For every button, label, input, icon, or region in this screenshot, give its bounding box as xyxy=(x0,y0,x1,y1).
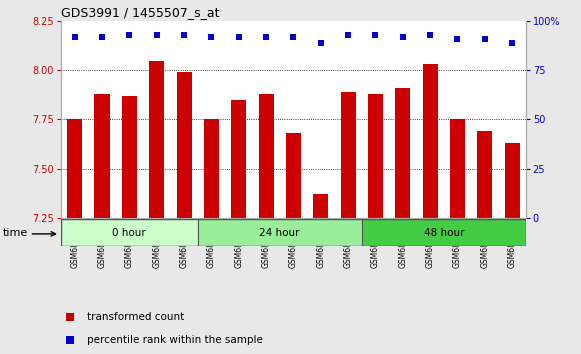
Text: time: time xyxy=(3,228,28,238)
Bar xyxy=(505,143,519,218)
Bar xyxy=(368,94,383,218)
Text: GDS3991 / 1455507_s_at: GDS3991 / 1455507_s_at xyxy=(61,6,220,19)
FancyBboxPatch shape xyxy=(61,219,198,246)
Bar xyxy=(340,92,356,218)
Bar xyxy=(313,194,328,218)
Text: 0 hour: 0 hour xyxy=(113,228,146,238)
Bar xyxy=(95,94,110,218)
Bar xyxy=(67,120,82,218)
Bar xyxy=(122,96,137,218)
FancyBboxPatch shape xyxy=(198,219,362,246)
Bar xyxy=(477,131,492,218)
FancyBboxPatch shape xyxy=(362,219,526,246)
Bar xyxy=(450,120,465,218)
Bar xyxy=(204,120,219,218)
Bar xyxy=(231,100,246,218)
Bar xyxy=(149,61,164,218)
Bar xyxy=(286,133,301,218)
Bar xyxy=(259,94,274,218)
Bar xyxy=(177,72,192,218)
Text: 24 hour: 24 hour xyxy=(260,228,300,238)
Bar xyxy=(422,64,437,218)
Bar xyxy=(395,88,410,218)
Text: percentile rank within the sample: percentile rank within the sample xyxy=(87,335,263,346)
Text: 48 hour: 48 hour xyxy=(424,228,464,238)
Text: transformed count: transformed count xyxy=(87,312,184,322)
